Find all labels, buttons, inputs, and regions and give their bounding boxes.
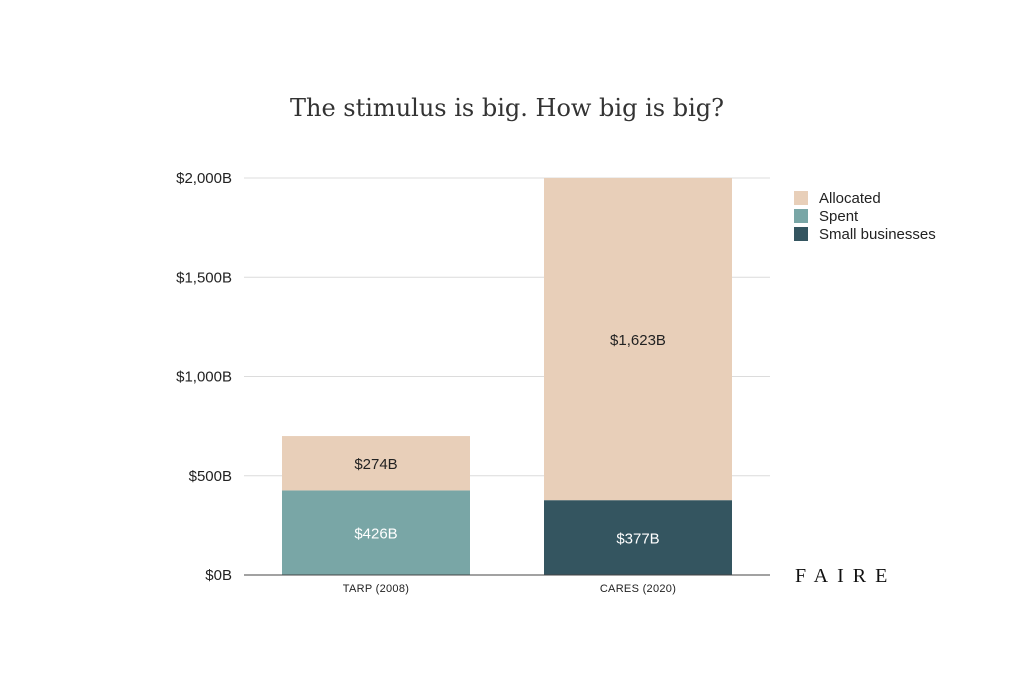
y-axis: $0B $500B $1,000B $1,500B $2,000B <box>176 170 770 584</box>
y-tick-label: $2,000B <box>176 170 232 187</box>
y-tick-label: $1,500B <box>176 269 232 286</box>
bar-segment-allocated <box>282 436 470 491</box>
bar-value-label: $426B <box>354 526 397 543</box>
legend-swatch <box>794 209 808 223</box>
x-axis: TARP (2008) CARES (2020) <box>343 583 676 595</box>
bars: $426B $274B $377B $1,623B <box>282 178 732 575</box>
legend-swatch <box>794 191 808 205</box>
legend-swatch <box>794 227 808 241</box>
legend-label: Allocated <box>819 190 881 207</box>
x-tick-label: TARP (2008) <box>343 583 409 595</box>
y-tick-label: $500B <box>189 468 232 485</box>
y-tick-label: $1,000B <box>176 369 232 386</box>
faire-logo: FAIRE <box>795 565 896 587</box>
bar-segment-small-businesses <box>544 500 732 575</box>
chart-title: The stimulus is big. How big is big? <box>290 94 724 122</box>
legend-label: Spent <box>819 208 859 225</box>
x-tick-label: CARES (2020) <box>600 583 676 595</box>
legend-label: Small businesses <box>819 226 936 243</box>
bar-value-label: $1,623B <box>610 332 666 349</box>
bar-segment-allocated <box>544 178 732 501</box>
y-tick-label: $0B <box>205 567 232 584</box>
bar-value-label: $377B <box>616 531 659 548</box>
bar-segment-spent <box>282 490 470 575</box>
bar-value-label: $274B <box>354 456 397 473</box>
